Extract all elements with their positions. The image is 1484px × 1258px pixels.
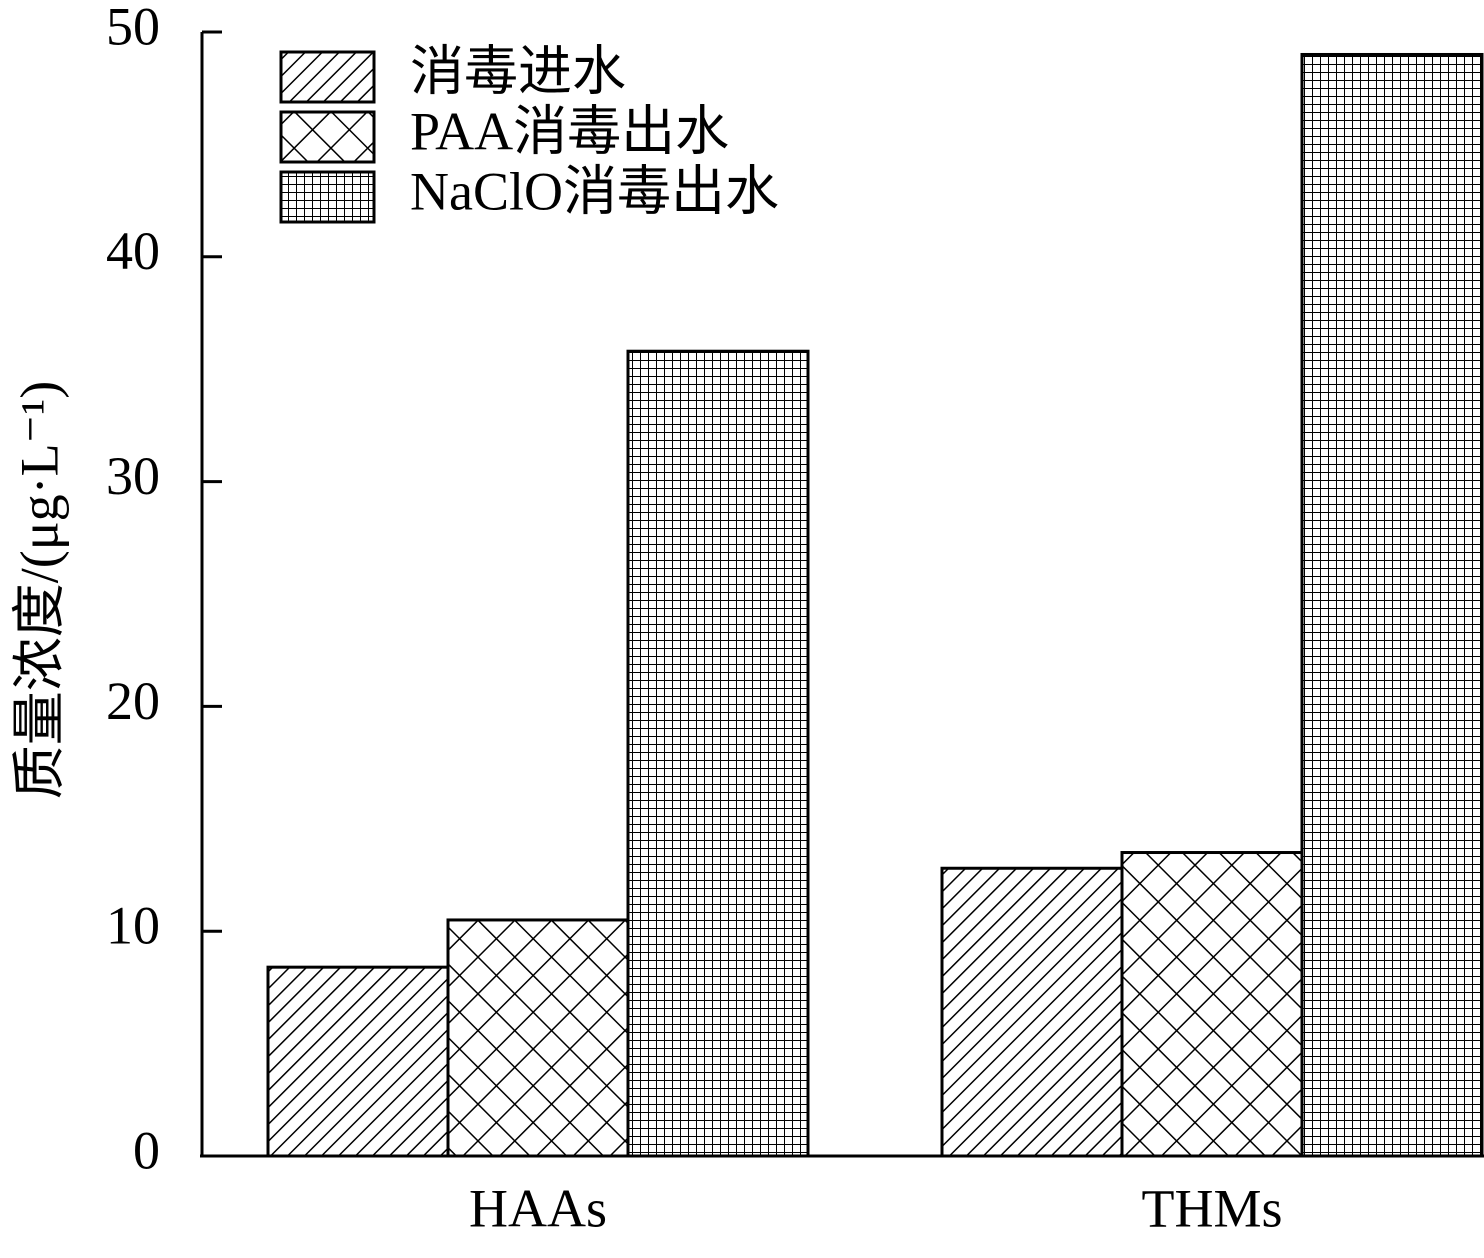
legend-label: PAA消毒出水 (410, 101, 729, 161)
x-tick-label: HAAs (469, 1178, 607, 1238)
bar (266, 965, 450, 1158)
legend-label: 消毒进水 (410, 41, 626, 101)
y-tick-label: 20 (106, 671, 160, 731)
legend-swatch (279, 170, 376, 224)
y-tick-label: 10 (106, 896, 160, 956)
bar (940, 866, 1124, 1158)
bar (1120, 851, 1304, 1158)
legend-swatch (279, 50, 376, 104)
legend-label: NaClO消毒出水 (410, 161, 779, 221)
bar (1300, 52, 1484, 1158)
y-tick-label: 0 (133, 1120, 160, 1180)
x-tick-label: THMs (1141, 1178, 1282, 1238)
bar (626, 349, 810, 1158)
y-tick-label: 30 (106, 446, 160, 506)
y-tick-label: 50 (106, 0, 160, 56)
y-tick-label: 40 (106, 221, 160, 281)
legend-swatch (279, 110, 376, 164)
bar (446, 918, 630, 1158)
y-axis-label: 质量浓度/(μg·L⁻¹) (9, 381, 69, 800)
